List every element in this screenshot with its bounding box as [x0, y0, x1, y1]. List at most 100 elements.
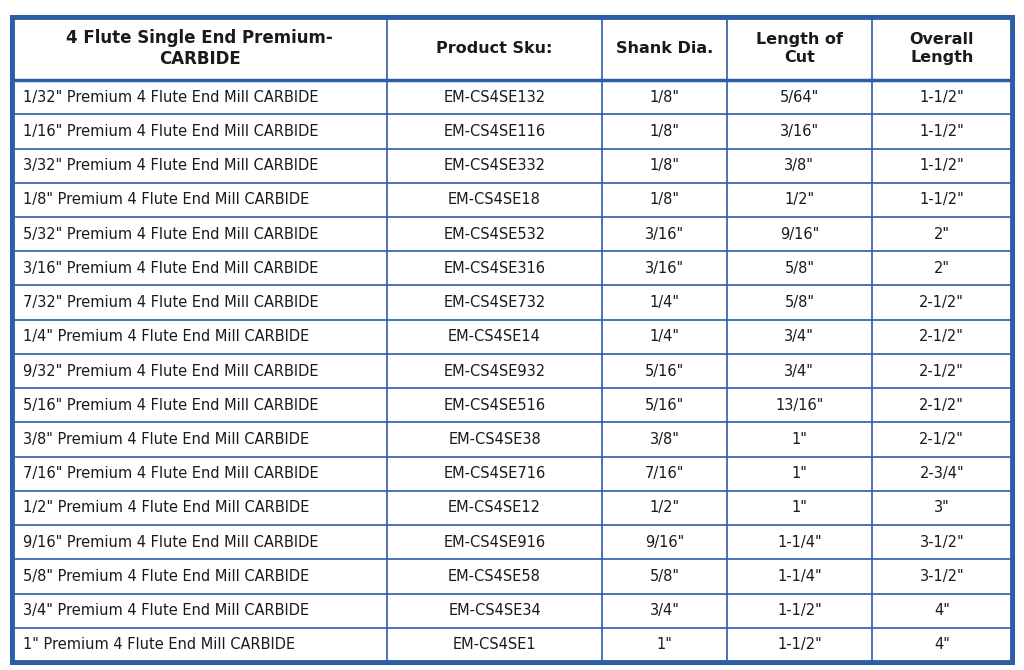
Text: 4 Flute Single End Premium-
CARBIDE: 4 Flute Single End Premium- CARBIDE [67, 29, 333, 68]
Bar [12, 594, 1012, 628]
Text: 9/32" Premium 4 Flute End Mill CARBIDE: 9/32" Premium 4 Flute End Mill CARBIDE [23, 364, 318, 379]
Text: 1/4": 1/4" [649, 329, 679, 344]
Text: 5/16": 5/16" [645, 398, 684, 413]
Text: 1": 1" [792, 432, 807, 447]
Text: 9/16": 9/16" [645, 535, 684, 549]
Bar [12, 525, 1012, 559]
Text: 1/8": 1/8" [649, 158, 679, 173]
Bar [12, 388, 1012, 422]
Text: EM-CS4SE116: EM-CS4SE116 [443, 124, 546, 139]
Text: 2": 2" [934, 261, 949, 276]
Text: 3/4": 3/4" [784, 364, 814, 379]
Text: 5/16": 5/16" [645, 364, 684, 379]
Text: 2": 2" [934, 226, 949, 242]
Text: EM-CS4SE932: EM-CS4SE932 [443, 364, 546, 379]
Text: 3/16": 3/16" [645, 226, 684, 242]
Text: 5/64": 5/64" [779, 90, 819, 105]
Text: 2-1/2": 2-1/2" [920, 398, 965, 413]
Text: 3-1/2": 3-1/2" [920, 535, 964, 549]
Text: Shank Dia.: Shank Dia. [615, 41, 713, 56]
Text: EM-CS4SE332: EM-CS4SE332 [443, 158, 546, 173]
Text: EM-CS4SE132: EM-CS4SE132 [443, 90, 546, 105]
Text: Product Sku:: Product Sku: [436, 41, 553, 56]
Text: 1/2": 1/2" [649, 500, 680, 515]
Text: 9/16": 9/16" [779, 226, 819, 242]
Text: 5/8": 5/8" [784, 295, 814, 310]
Text: 1-1/2": 1-1/2" [920, 90, 965, 105]
Text: 3/4" Premium 4 Flute End Mill CARBIDE: 3/4" Premium 4 Flute End Mill CARBIDE [23, 603, 308, 618]
Text: 1-1/4": 1-1/4" [777, 535, 821, 549]
Text: EM-CS4SE12: EM-CS4SE12 [449, 500, 541, 515]
Bar [12, 80, 1012, 115]
Text: 1" Premium 4 Flute End Mill CARBIDE: 1" Premium 4 Flute End Mill CARBIDE [23, 637, 295, 653]
Bar [12, 628, 1012, 662]
Bar [12, 354, 1012, 388]
Text: 1/8": 1/8" [649, 90, 679, 105]
Bar [12, 17, 1012, 80]
Bar [12, 422, 1012, 456]
Text: 3/32" Premium 4 Flute End Mill CARBIDE: 3/32" Premium 4 Flute End Mill CARBIDE [23, 158, 317, 173]
Text: EM-CS4SE732: EM-CS4SE732 [443, 295, 546, 310]
Text: EM-CS4SE34: EM-CS4SE34 [449, 603, 541, 618]
Text: 1-1/2": 1-1/2" [920, 124, 965, 139]
Text: EM-CS4SE1: EM-CS4SE1 [453, 637, 537, 653]
Text: 5/32" Premium 4 Flute End Mill CARBIDE: 5/32" Premium 4 Flute End Mill CARBIDE [23, 226, 318, 242]
Text: 5/16" Premium 4 Flute End Mill CARBIDE: 5/16" Premium 4 Flute End Mill CARBIDE [23, 398, 318, 413]
Text: EM-CS4SE532: EM-CS4SE532 [443, 226, 546, 242]
Text: EM-CS4SE18: EM-CS4SE18 [449, 192, 541, 208]
Text: 1/2" Premium 4 Flute End Mill CARBIDE: 1/2" Premium 4 Flute End Mill CARBIDE [23, 500, 309, 515]
Text: 3/4": 3/4" [784, 329, 814, 344]
Text: EM-CS4SE58: EM-CS4SE58 [449, 569, 541, 584]
Text: 1-1/4": 1-1/4" [777, 569, 821, 584]
Text: EM-CS4SE38: EM-CS4SE38 [449, 432, 541, 447]
Bar [12, 251, 1012, 285]
Bar [12, 456, 1012, 491]
Text: 7/16": 7/16" [645, 466, 684, 481]
Text: 1/8": 1/8" [649, 192, 679, 208]
Text: EM-CS4SE516: EM-CS4SE516 [443, 398, 546, 413]
Text: EM-CS4SE14: EM-CS4SE14 [449, 329, 541, 344]
Text: Length of
Cut: Length of Cut [756, 32, 843, 64]
Text: 1-1/2": 1-1/2" [777, 603, 821, 618]
Text: 1-1/2": 1-1/2" [920, 158, 965, 173]
Text: 3/16" Premium 4 Flute End Mill CARBIDE: 3/16" Premium 4 Flute End Mill CARBIDE [23, 261, 317, 276]
Bar [12, 183, 1012, 217]
Text: 5/8": 5/8" [649, 569, 679, 584]
Text: 1-1/2": 1-1/2" [920, 192, 965, 208]
Text: 3/16": 3/16" [645, 261, 684, 276]
Bar [12, 559, 1012, 594]
Text: 1/32" Premium 4 Flute End Mill CARBIDE: 1/32" Premium 4 Flute End Mill CARBIDE [23, 90, 318, 105]
Text: 3": 3" [934, 500, 949, 515]
Text: 1": 1" [792, 466, 807, 481]
Text: 4": 4" [934, 603, 949, 618]
Text: 3/8" Premium 4 Flute End Mill CARBIDE: 3/8" Premium 4 Flute End Mill CARBIDE [23, 432, 308, 447]
Text: 3/4": 3/4" [649, 603, 679, 618]
Text: EM-CS4SE716: EM-CS4SE716 [443, 466, 546, 481]
Text: 1/4": 1/4" [649, 295, 679, 310]
Text: 7/16" Premium 4 Flute End Mill CARBIDE: 7/16" Premium 4 Flute End Mill CARBIDE [23, 466, 318, 481]
Text: 1-1/2": 1-1/2" [777, 637, 821, 653]
Bar [12, 115, 1012, 149]
Text: EM-CS4SE316: EM-CS4SE316 [443, 261, 546, 276]
Text: 5/8" Premium 4 Flute End Mill CARBIDE: 5/8" Premium 4 Flute End Mill CARBIDE [23, 569, 309, 584]
Text: 3/8": 3/8" [784, 158, 814, 173]
Text: 2-1/2": 2-1/2" [920, 329, 965, 344]
Bar [12, 491, 1012, 525]
Text: EM-CS4SE916: EM-CS4SE916 [443, 535, 546, 549]
Text: 13/16": 13/16" [775, 398, 823, 413]
Text: 9/16" Premium 4 Flute End Mill CARBIDE: 9/16" Premium 4 Flute End Mill CARBIDE [23, 535, 318, 549]
Bar [12, 217, 1012, 251]
Text: Overall
Length: Overall Length [909, 32, 974, 64]
Text: 2-1/2": 2-1/2" [920, 364, 965, 379]
Text: 2-3/4": 2-3/4" [920, 466, 964, 481]
Text: 1/8" Premium 4 Flute End Mill CARBIDE: 1/8" Premium 4 Flute End Mill CARBIDE [23, 192, 309, 208]
Text: 7/32" Premium 4 Flute End Mill CARBIDE: 7/32" Premium 4 Flute End Mill CARBIDE [23, 295, 318, 310]
Text: 2-1/2": 2-1/2" [920, 432, 965, 447]
Text: 1": 1" [792, 500, 807, 515]
Text: 5/8": 5/8" [784, 261, 814, 276]
Text: 1/16" Premium 4 Flute End Mill CARBIDE: 1/16" Premium 4 Flute End Mill CARBIDE [23, 124, 318, 139]
Bar [12, 285, 1012, 320]
Text: 1/8": 1/8" [649, 124, 679, 139]
Text: 1/2": 1/2" [784, 192, 814, 208]
Text: 3-1/2": 3-1/2" [920, 569, 964, 584]
